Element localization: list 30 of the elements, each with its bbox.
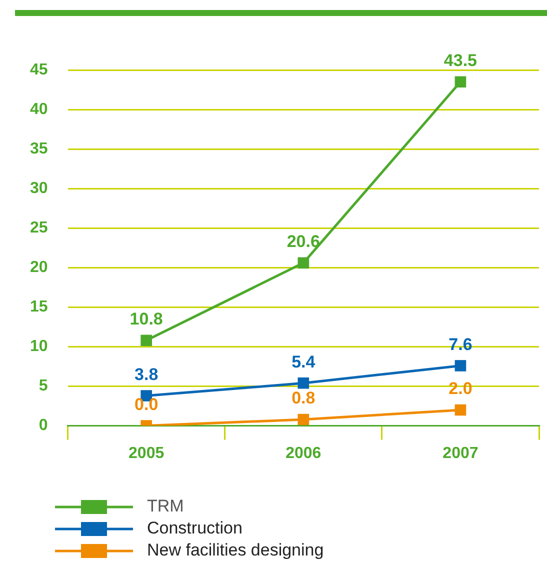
- y-tick-label: 30: [30, 180, 48, 198]
- legend-label: Construction: [147, 518, 242, 538]
- y-tick-label: 5: [38, 378, 48, 395]
- y-tick-label: 0: [38, 417, 48, 434]
- x-tick-label: 2007: [442, 444, 478, 462]
- y-tick-label: 35: [30, 140, 48, 158]
- x-tick-label: 2005: [128, 444, 164, 462]
- point: [454, 76, 466, 88]
- point: [298, 414, 310, 426]
- y-tick-label: 45: [30, 61, 48, 78]
- data-label: 20.6: [286, 232, 320, 252]
- data-label: 10.8: [130, 310, 163, 329]
- point: [140, 334, 152, 346]
- y-tick-label: 15: [30, 298, 48, 316]
- legend-label: TRM: [147, 496, 184, 516]
- point: [298, 257, 310, 269]
- y-tick-label: 25: [30, 220, 48, 237]
- point: [454, 404, 466, 416]
- point: [298, 377, 310, 389]
- data-label: 3.8: [134, 364, 158, 384]
- y-tick-label: 20: [30, 259, 48, 276]
- data-label: 5.4: [292, 352, 316, 372]
- data-label: 0.0: [134, 394, 158, 414]
- x-tick-label: 2006: [286, 444, 322, 462]
- data-label: 0.8: [292, 388, 316, 408]
- legend-label: New facilities designing: [147, 540, 324, 560]
- y-tick-label: 10: [30, 338, 48, 356]
- data-label: 43.5: [444, 51, 478, 70]
- point: [454, 360, 466, 372]
- y-tick-label: 40: [30, 100, 48, 118]
